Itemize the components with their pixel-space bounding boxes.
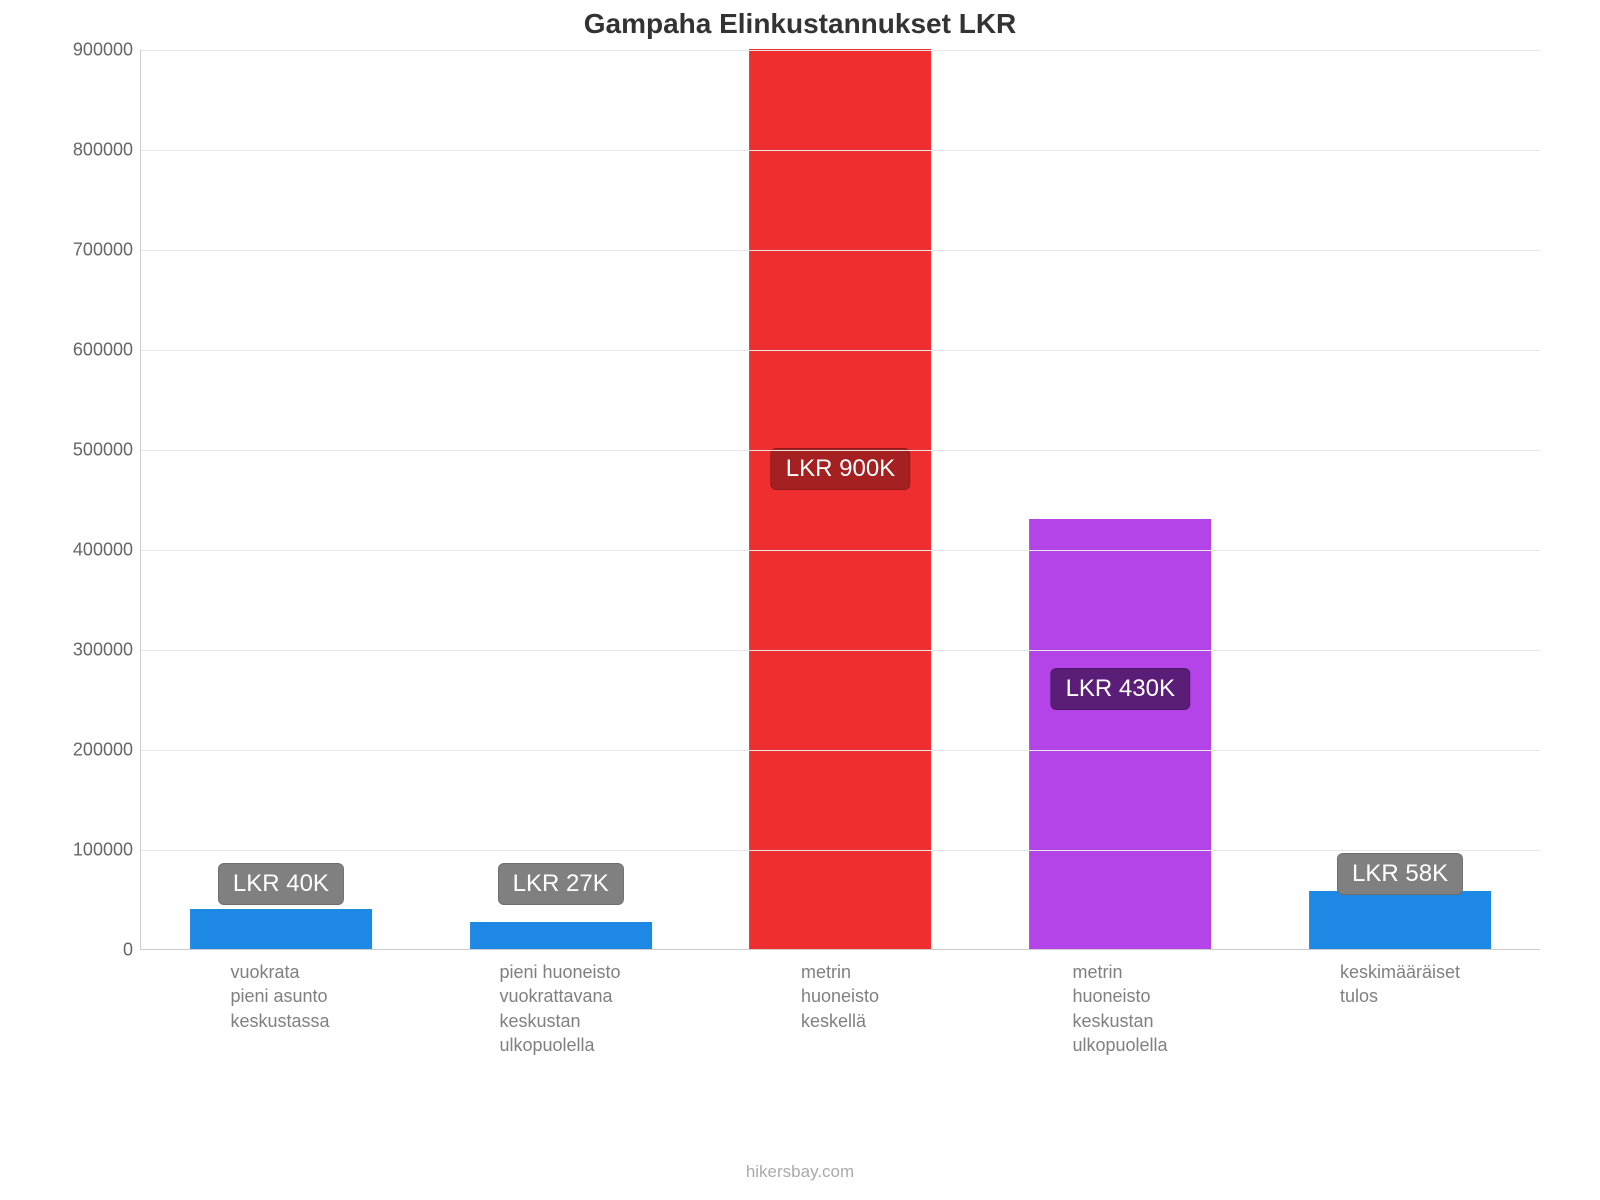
y-tick-label: 500000 [73, 440, 141, 461]
grid-line [141, 350, 1540, 351]
y-tick-label: 200000 [73, 740, 141, 761]
value-badge: LKR 900K [771, 448, 910, 490]
chart-title: Gampaha Elinkustannukset LKR [0, 8, 1600, 40]
y-tick-label: 700000 [73, 240, 141, 261]
bar-slot: LKR 430K [980, 50, 1260, 949]
y-tick-label: 100000 [73, 840, 141, 861]
grid-line [141, 250, 1540, 251]
value-badge: LKR 40K [218, 863, 344, 905]
bar-slot: LKR 27K [421, 50, 701, 949]
bar [1029, 519, 1211, 949]
y-tick-label: 300000 [73, 640, 141, 661]
x-label-slot: keskimääräiset tulos [1260, 960, 1540, 1057]
plot-area: LKR 40KLKR 27KLKR 900KLKR 430KLKR 58K 01… [140, 50, 1540, 950]
value-badge: LKR 27K [498, 863, 624, 905]
chart-source-footer: hikersbay.com [0, 1162, 1600, 1182]
x-label-slot: vuokrata pieni asunto keskustassa [140, 960, 420, 1057]
grid-line [141, 650, 1540, 651]
y-tick-label: 400000 [73, 540, 141, 561]
x-axis-label: pieni huoneisto vuokrattavana keskustan … [499, 960, 620, 1057]
bar [1309, 891, 1491, 949]
x-axis-label: keskimääräiset tulos [1340, 960, 1460, 1057]
grid-line [141, 750, 1540, 751]
y-tick-label: 800000 [73, 140, 141, 161]
bar-slot: LKR 58K [1260, 50, 1540, 949]
value-badge: LKR 430K [1051, 668, 1190, 710]
grid-line [141, 850, 1540, 851]
y-tick-label: 600000 [73, 340, 141, 361]
x-label-slot: metrin huoneisto keskellä [700, 960, 980, 1057]
grid-line [141, 150, 1540, 151]
x-label-slot: metrin huoneisto keskustan ulkopuolella [980, 960, 1260, 1057]
x-axis-label: vuokrata pieni asunto keskustassa [230, 960, 329, 1057]
bar-slot: LKR 900K [701, 50, 981, 949]
bar [470, 922, 652, 949]
x-axis-label: metrin huoneisto keskustan ulkopuolella [1072, 960, 1167, 1057]
chart-container: Gampaha Elinkustannukset LKR LKR 40KLKR … [0, 0, 1600, 1200]
grid-line [141, 550, 1540, 551]
bar-slot: LKR 40K [141, 50, 421, 949]
bars-row: LKR 40K LKR 27K LKR 900K LKR 430K LKR 58K [141, 50, 1540, 949]
bar [190, 909, 372, 949]
x-axis-label: metrin huoneisto keskellä [801, 960, 879, 1057]
bar [750, 49, 932, 949]
y-tick-label: 900000 [73, 40, 141, 61]
x-axis-labels: vuokrata pieni asunto keskustassa pieni h… [140, 960, 1540, 1057]
y-tick-label: 0 [123, 940, 141, 961]
grid-line [141, 450, 1540, 451]
x-label-slot: pieni huoneisto vuokrattavana keskustan … [420, 960, 700, 1057]
value-badge: LKR 58K [1337, 853, 1463, 895]
grid-line [141, 50, 1540, 51]
